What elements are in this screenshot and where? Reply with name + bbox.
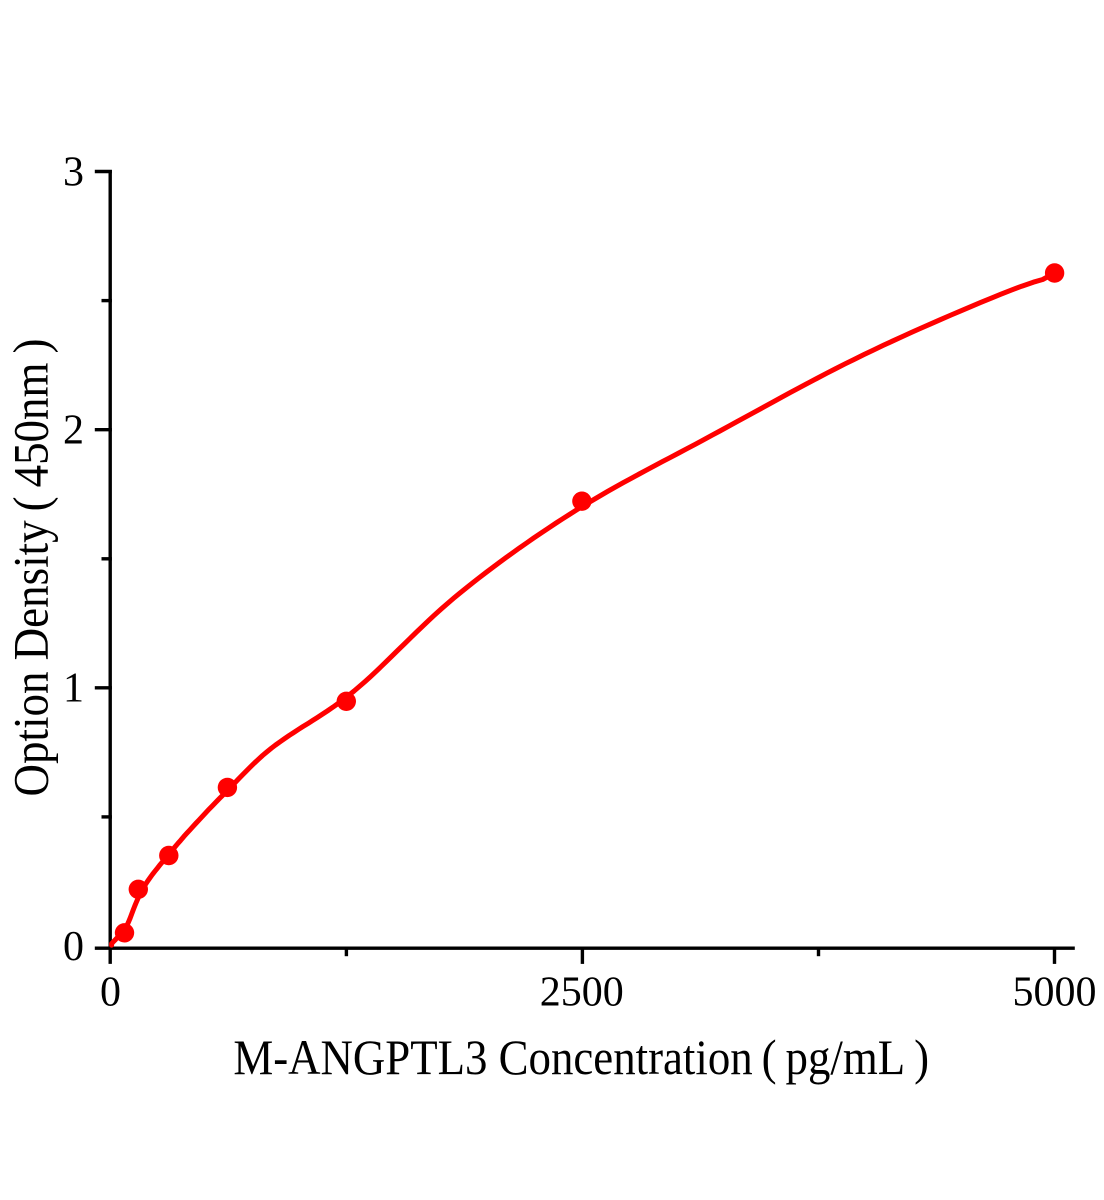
svg-text:1: 1 [63,666,84,712]
svg-text:2500: 2500 [540,970,624,1016]
svg-text:0: 0 [100,970,121,1016]
svg-text:M-ANGPTL3 Concentration(pg/mL): M-ANGPTL3 Concentration(pg/mL) [233,1031,929,1086]
svg-text:3: 3 [63,149,84,195]
svg-text:5000: 5000 [1013,970,1097,1016]
svg-text:0: 0 [63,924,84,970]
svg-text:2: 2 [63,408,84,454]
svg-text:Option Density(450nm): Option Density(450nm) [5,338,60,796]
